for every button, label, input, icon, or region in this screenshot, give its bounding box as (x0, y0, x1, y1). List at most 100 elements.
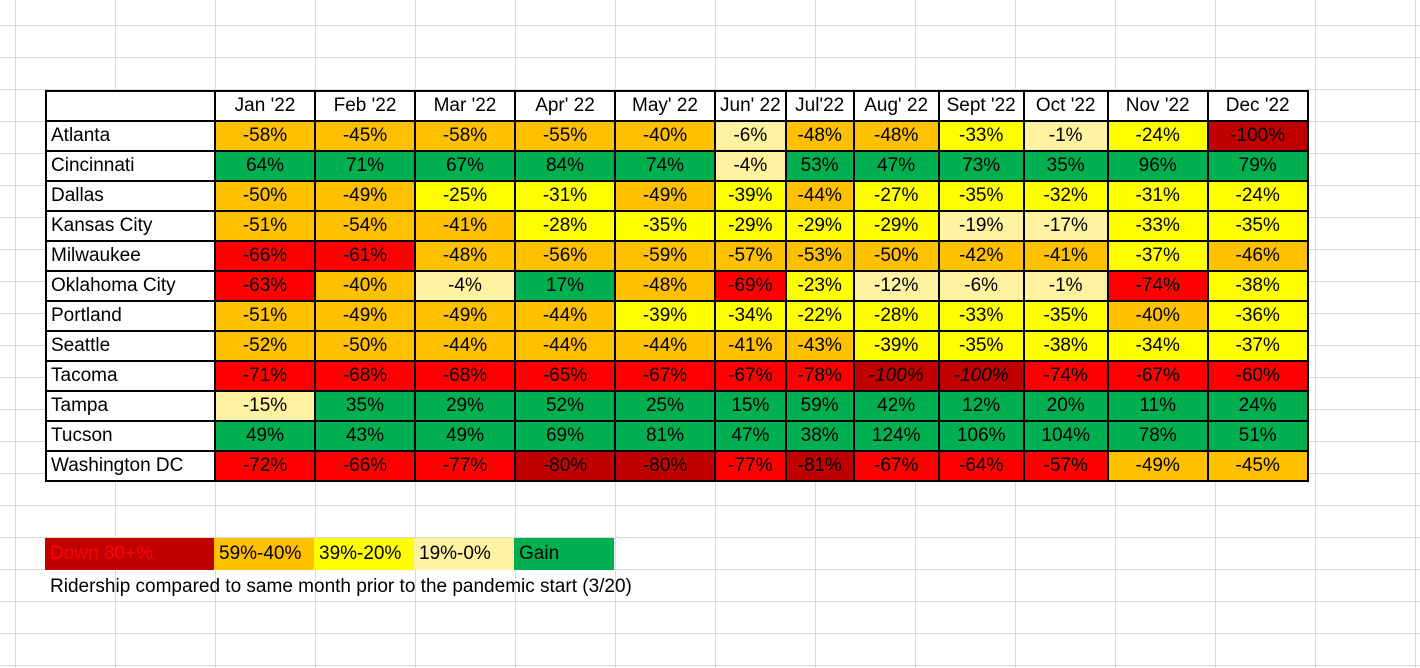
value-cell: -74% (1022, 360, 1109, 392)
value-cell: 52% (514, 390, 616, 422)
value-cell: -40% (614, 120, 716, 152)
legend-item: Down 80+% (45, 538, 214, 570)
value-cell: 49% (214, 420, 316, 452)
value-cell: -50% (214, 180, 316, 212)
value-cell: -40% (1106, 300, 1209, 332)
month-header-cell: May' 22 (614, 90, 716, 122)
header-corner-cell (45, 90, 216, 122)
value-cell: -38% (1206, 270, 1309, 302)
ridership-table: Jan '22 Feb '22 Mar '22 Apr' 22 May' 22 Jun' … (45, 90, 1309, 482)
city-label: Kansas City (45, 210, 216, 242)
value-cell: -41% (414, 210, 516, 242)
month-header-cell: Sept '22 (937, 90, 1025, 122)
value-cell: -29% (784, 210, 855, 242)
value-cell: -25% (414, 180, 516, 212)
value-cell: -6% (714, 120, 787, 152)
month-header-cell: Jun' 22 (714, 90, 787, 122)
value-cell: -28% (514, 210, 616, 242)
value-cell: 20% (1022, 390, 1109, 422)
value-cell: -37% (1206, 330, 1309, 362)
value-cell: -48% (852, 120, 940, 152)
value-cell: -54% (314, 210, 416, 242)
value-cell: -1% (1022, 120, 1109, 152)
value-cell: -63% (214, 270, 316, 302)
value-cell: -44% (784, 180, 855, 212)
table-row: Atlanta -58% -45% -58% -55% -40% -6% -48% -48% -3… (45, 120, 1309, 152)
value-cell: -15% (214, 390, 316, 422)
value-cell: -31% (1106, 180, 1209, 212)
value-cell: -55% (514, 120, 616, 152)
month-header-cell: Aug' 22 (852, 90, 940, 122)
value-cell: 74% (614, 150, 716, 182)
value-cell: 12% (937, 390, 1025, 422)
value-cell: -29% (852, 210, 940, 242)
value-cell: -100% (1206, 120, 1309, 152)
value-cell: -44% (614, 330, 716, 362)
value-cell: -4% (714, 150, 787, 182)
legend-item: 19%-0% (414, 538, 514, 570)
value-cell: -31% (514, 180, 616, 212)
month-header-cell: Apr' 22 (514, 90, 616, 122)
value-cell: -41% (1022, 240, 1109, 272)
value-cell: -36% (1206, 300, 1309, 332)
value-cell: 35% (1022, 150, 1109, 182)
value-cell: -39% (852, 330, 940, 362)
value-cell: 64% (214, 150, 316, 182)
value-cell: -48% (784, 120, 855, 152)
value-cell: 51% (1206, 420, 1309, 452)
value-cell: -49% (1106, 450, 1209, 482)
header-row: Jan '22 Feb '22 Mar '22 Apr' 22 May' 22 Jun' … (45, 90, 1309, 122)
value-cell: -67% (714, 360, 787, 392)
value-cell: -49% (314, 180, 416, 212)
value-cell: 29% (414, 390, 516, 422)
value-cell: -19% (937, 210, 1025, 242)
value-cell: 124% (852, 420, 940, 452)
value-cell: 81% (614, 420, 716, 452)
value-cell: -40% (314, 270, 416, 302)
value-cell: -46% (1206, 240, 1309, 272)
value-cell: -80% (614, 450, 716, 482)
value-cell: 104% (1022, 420, 1109, 452)
month-header-cell: Oct '22 (1022, 90, 1109, 122)
city-label: Oklahoma City (45, 270, 216, 302)
city-label: Washington DC (45, 450, 216, 482)
value-cell: -48% (614, 270, 716, 302)
value-cell: -67% (1106, 360, 1209, 392)
month-header-cell: Jan '22 (214, 90, 316, 122)
value-cell: 17% (514, 270, 616, 302)
city-label: Atlanta (45, 120, 216, 152)
table-row: Dallas -50% -49% -25% -31% -49% -39% -44% -27% -3… (45, 180, 1309, 212)
value-cell: -4% (414, 270, 516, 302)
table-row: Tacoma -71% -68% -68% -65% -67% -67% -78% -100% -… (45, 360, 1309, 392)
value-cell: -74% (1106, 270, 1209, 302)
value-cell: -24% (1206, 180, 1309, 212)
value-cell: -48% (414, 240, 516, 272)
value-cell: -43% (784, 330, 855, 362)
value-cell: -35% (1206, 210, 1309, 242)
value-cell: -52% (214, 330, 316, 362)
value-cell: 73% (937, 150, 1025, 182)
city-label: Seattle (45, 330, 216, 362)
month-header-cell: Nov '22 (1106, 90, 1209, 122)
city-label: Cincinnati (45, 150, 216, 182)
value-cell: -68% (314, 360, 416, 392)
table-row: Cincinnati 64% 71% 67% 84% 74% -4% 53% 47% 73% 35%… (45, 150, 1309, 182)
value-cell: 59% (784, 390, 855, 422)
value-cell: -32% (1022, 180, 1109, 212)
value-cell: -77% (414, 450, 516, 482)
value-cell: -100% (937, 360, 1025, 392)
value-cell: -24% (1106, 120, 1209, 152)
value-cell: -45% (1206, 450, 1309, 482)
value-cell: -56% (514, 240, 616, 272)
table-row: Seattle -52% -50% -44% -44% -44% -41% -43% -39% -… (45, 330, 1309, 362)
value-cell: -23% (784, 270, 855, 302)
legend-item: 39%-20% (314, 538, 414, 570)
value-cell: 25% (614, 390, 716, 422)
value-cell: 47% (852, 150, 940, 182)
value-cell: -71% (214, 360, 316, 392)
value-cell: -77% (714, 450, 787, 482)
value-cell: -58% (414, 120, 516, 152)
value-cell: 67% (414, 150, 516, 182)
value-cell: -81% (784, 450, 855, 482)
month-header-cell: Mar '22 (414, 90, 516, 122)
